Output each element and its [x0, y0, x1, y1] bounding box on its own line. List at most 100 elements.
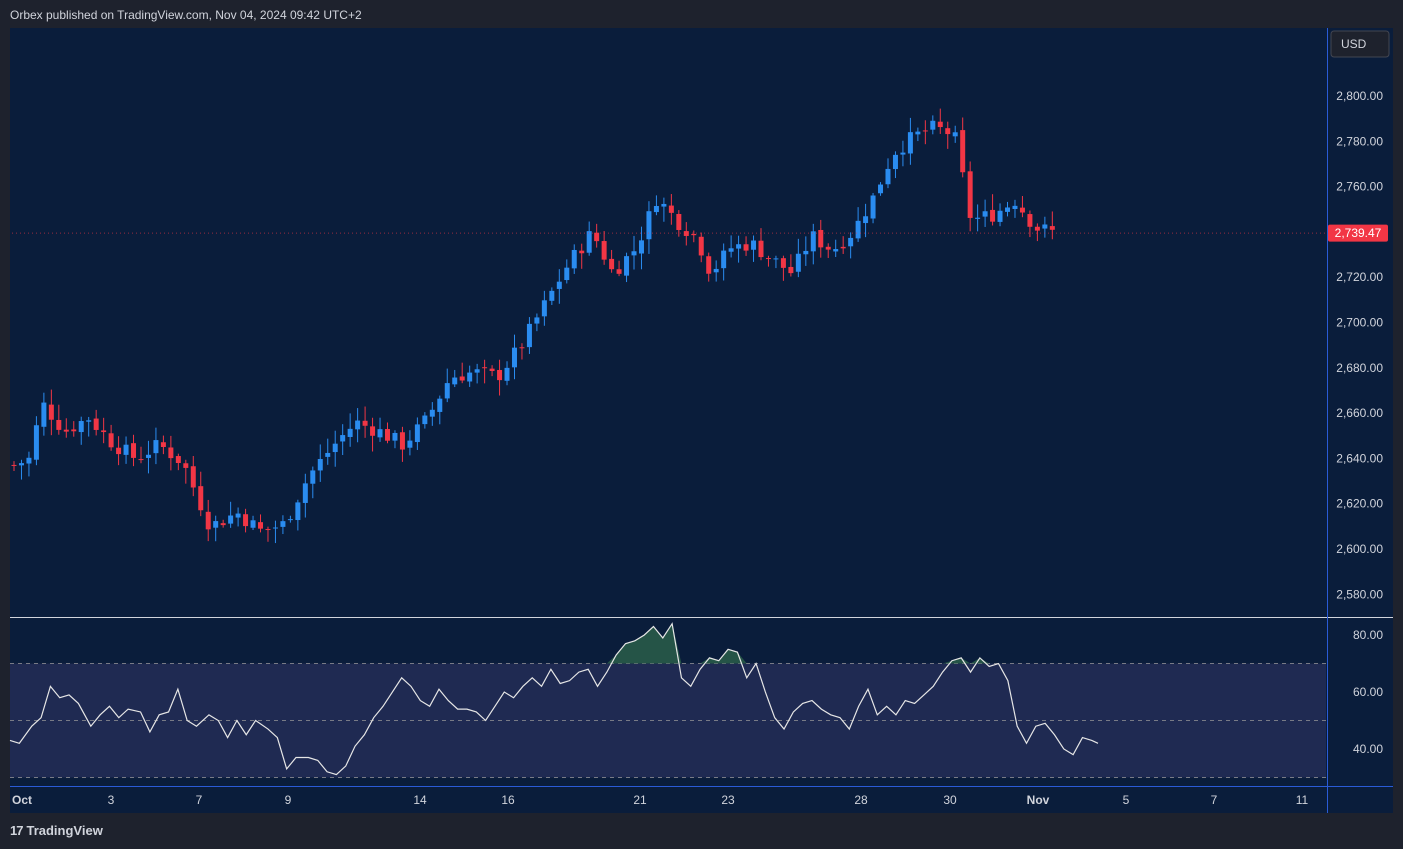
- candle: [765, 255, 771, 267]
- candle: [541, 290, 547, 326]
- tradingview-logo[interactable]: 17 TradingView: [10, 823, 103, 838]
- candle: [399, 426, 405, 462]
- price-tick-label: 2,600.00: [1336, 542, 1383, 556]
- candle: [601, 231, 607, 265]
- candle: [519, 343, 525, 360]
- candle: [609, 249, 615, 273]
- candle: [668, 194, 674, 225]
- candle: [900, 140, 906, 167]
- candle: [497, 359, 503, 396]
- candle: [594, 223, 600, 248]
- candle: [123, 436, 129, 464]
- price-axis[interactable]: [1327, 28, 1393, 617]
- last-price-badge: [1328, 224, 1388, 242]
- price-tick-label: 2,760.00: [1336, 180, 1383, 194]
- candle: [549, 287, 555, 306]
- candle: [101, 417, 107, 444]
- time-tick-label: Nov: [1027, 793, 1050, 807]
- candle: [108, 424, 114, 451]
- oscillator-tick-labels: 80.00 60.00 40.00: [1353, 628, 1383, 756]
- price-tick-label: 2,640.00: [1336, 451, 1383, 465]
- candle: [183, 459, 189, 484]
- candle: [11, 461, 17, 471]
- candle: [833, 239, 839, 257]
- time-tick-label: Oct: [12, 793, 32, 807]
- candle: [728, 235, 734, 258]
- candle: [258, 514, 264, 533]
- candle: [160, 435, 166, 455]
- time-tick-labels: Oct 3 7 9 14 16 21 23 28 30 Nov 5 7 11: [12, 793, 1309, 807]
- candle: [930, 115, 936, 135]
- candle: [721, 243, 727, 281]
- candle: [952, 125, 958, 143]
- candle: [295, 499, 301, 531]
- candle: [788, 254, 794, 277]
- candle: [302, 473, 308, 518]
- candle: [459, 362, 465, 384]
- candle: [579, 243, 585, 269]
- candle: [982, 199, 988, 227]
- candle: [511, 334, 517, 380]
- candle: [840, 236, 846, 254]
- candle: [467, 365, 473, 387]
- candle: [922, 120, 928, 145]
- candle: [676, 210, 682, 237]
- candle: [751, 235, 757, 262]
- candle: [878, 182, 884, 196]
- candle: [407, 430, 413, 456]
- time-tick-label: 16: [501, 793, 515, 807]
- candle: [646, 201, 652, 254]
- candle: [26, 451, 32, 477]
- oscillator-axis[interactable]: [1327, 618, 1393, 786]
- candle: [1027, 210, 1033, 238]
- candle: [385, 422, 390, 444]
- candle: [855, 207, 861, 242]
- candle: [370, 417, 376, 452]
- currency-button[interactable]: USD: [1330, 30, 1390, 58]
- candle: [825, 243, 831, 258]
- candle: [571, 244, 577, 274]
- candle: [907, 117, 913, 165]
- candle: [340, 424, 346, 455]
- candle: [885, 158, 891, 189]
- time-tick-label: 7: [196, 793, 203, 807]
- oscillator-layer: [9, 622, 1326, 778]
- candle: [945, 121, 951, 149]
- candle: [452, 369, 458, 388]
- overbought-fill: [606, 623, 990, 664]
- oscillator-tick-label: 40.00: [1353, 742, 1383, 756]
- candle: [526, 317, 532, 354]
- candle: [810, 223, 816, 265]
- candle: [1012, 199, 1018, 218]
- currency-label: USD: [1341, 37, 1367, 51]
- candle: [683, 222, 689, 246]
- price-tick-label: 2,580.00: [1336, 587, 1383, 601]
- candle: [355, 408, 361, 443]
- candle: [444, 368, 450, 403]
- candle: [713, 260, 719, 282]
- candle: [377, 417, 383, 442]
- candle: [93, 409, 99, 436]
- price-tick-label: 2,800.00: [1336, 89, 1383, 103]
- candle: [429, 402, 435, 426]
- time-tick-label: 30: [943, 793, 957, 807]
- candle: [586, 221, 592, 256]
- candle: [892, 151, 898, 179]
- candle: [243, 508, 249, 533]
- time-axis[interactable]: [10, 787, 1327, 813]
- oscillator-line: [9, 622, 1099, 776]
- candle: [235, 507, 241, 527]
- candle: [422, 412, 428, 429]
- candle: [347, 413, 353, 447]
- candle: [41, 392, 47, 436]
- tradingview-logo-icon: 17: [10, 823, 24, 838]
- last-price-marker: 2,739.47: [1328, 224, 1388, 242]
- time-tick-label: 14: [413, 793, 427, 807]
- candle: [153, 427, 159, 465]
- candle: [504, 361, 510, 386]
- candle: [71, 421, 77, 437]
- candle: [332, 430, 338, 467]
- candle: [743, 236, 749, 256]
- candle: [265, 526, 271, 542]
